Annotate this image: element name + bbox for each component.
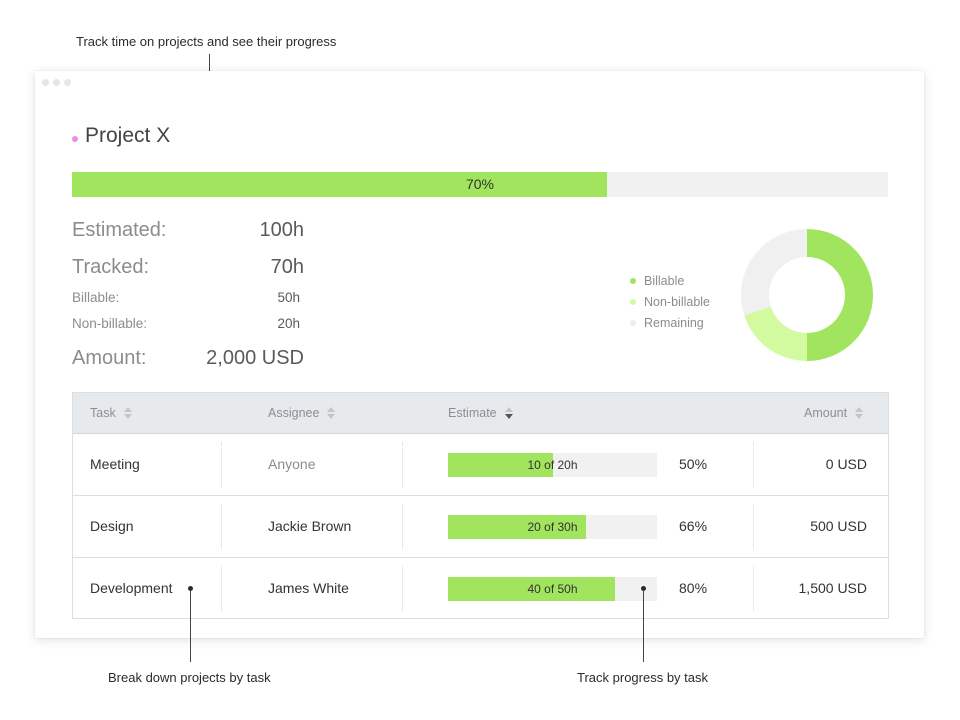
callout-left-line xyxy=(190,590,191,662)
assignee-name: Anyone xyxy=(268,456,316,472)
column-divider xyxy=(221,566,222,611)
assignee-name: James White xyxy=(268,580,349,596)
nonbillable-dot-icon xyxy=(630,299,636,305)
callout-right-line xyxy=(643,590,644,662)
amount-value: 2,000 USD xyxy=(206,347,304,369)
callout-bottom-right: Track progress by task xyxy=(577,670,709,685)
project-title: Project X xyxy=(85,124,171,147)
column-divider xyxy=(221,504,222,549)
column-divider xyxy=(402,504,403,549)
project-window: Project X 70% Estimated: 100h Tracked: 7… xyxy=(35,71,924,638)
project-progress-bar: 70% xyxy=(72,172,888,197)
billable-dot-icon xyxy=(630,278,636,284)
task-progress-bar: 20 of 30h xyxy=(448,515,657,539)
remaining-dot-icon xyxy=(630,320,636,326)
hours-donut-chart xyxy=(741,229,873,361)
task-amount: 0 USD xyxy=(825,456,867,472)
project-progress-label: 70% xyxy=(465,176,495,192)
task-name: Meeting xyxy=(90,456,140,472)
column-divider xyxy=(402,442,403,487)
legend-item-remaining: Remaining xyxy=(630,316,704,330)
project-color-dot xyxy=(72,136,78,142)
task-progress-bar: 10 of 20h xyxy=(448,453,657,477)
column-divider xyxy=(753,566,754,611)
task-amount: 1,500 USD xyxy=(798,580,867,596)
task-progress-label: 20 of 30h xyxy=(527,520,578,534)
task-progress-label: 10 of 20h xyxy=(527,458,578,472)
callout-left-dot xyxy=(188,586,193,591)
nonbillable-value: 20h xyxy=(277,316,300,331)
column-divider xyxy=(753,504,754,549)
callout-top: Track time on projects and see their pro… xyxy=(76,34,337,49)
billable-label: Billable: xyxy=(72,290,120,305)
tracked-label: Tracked: xyxy=(72,256,150,278)
donut-slice-remaining xyxy=(741,229,807,316)
task-name: Design xyxy=(90,518,134,534)
tracked-value: 70h xyxy=(270,256,304,278)
task-progress-fill xyxy=(448,577,616,601)
column-header-task-label: Task xyxy=(90,406,116,420)
sort-icon[interactable] xyxy=(855,407,864,419)
task-progress-fill xyxy=(448,453,553,477)
task-amount: 500 USD xyxy=(810,518,867,534)
column-header-estimate[interactable]: Estimate xyxy=(448,393,514,433)
task-percent: 66% xyxy=(679,518,708,534)
nonbillable-label: Non-billable: xyxy=(72,316,148,331)
task-percent: 50% xyxy=(679,456,708,472)
column-divider xyxy=(221,442,222,487)
table-header: Task Assignee Estimate Amount xyxy=(73,393,888,434)
column-header-assignee-label: Assignee xyxy=(268,406,320,420)
column-header-amount-label: Amount xyxy=(804,406,848,420)
legend-label-remaining: Remaining xyxy=(644,316,704,330)
table-row[interactable]: Meeting Anyone 10 of 20h 50% 0 USD xyxy=(73,434,888,496)
table-row[interactable]: Design Jackie Brown 20 of 30h 66% 500 US… xyxy=(73,496,888,558)
window-dot-minimize[interactable] xyxy=(53,79,60,86)
column-header-estimate-label: Estimate xyxy=(448,406,497,420)
estimated-label: Estimated: xyxy=(72,219,167,241)
task-progress-bar: 40 of 50h xyxy=(448,577,657,601)
billable-value: 50h xyxy=(277,290,300,305)
table-row[interactable]: Development James White 40 of 50h 80% 1,… xyxy=(73,558,888,619)
window-dot-maximize[interactable] xyxy=(64,79,71,86)
callout-right-dot xyxy=(641,586,646,591)
task-progress-label: 40 of 50h xyxy=(527,582,578,596)
sort-icon[interactable] xyxy=(327,407,336,419)
assignee-name: Jackie Brown xyxy=(268,518,352,534)
estimated-value: 100h xyxy=(259,219,305,241)
project-progress-fill xyxy=(72,172,608,197)
legend-item-nonbillable: Non-billable xyxy=(630,295,710,309)
column-header-assignee[interactable]: Assignee xyxy=(268,393,336,433)
column-header-amount[interactable]: Amount xyxy=(804,393,864,433)
task-percent: 80% xyxy=(679,580,708,596)
legend-label-nonbillable: Non-billable xyxy=(644,295,711,309)
legend-item-billable: Billable xyxy=(630,274,684,288)
column-divider xyxy=(402,566,403,611)
sort-descending-icon[interactable] xyxy=(504,407,514,419)
task-table: Task Assignee Estimate Amount Meeting An… xyxy=(72,392,889,619)
donut-slice-billable xyxy=(807,229,873,361)
task-name: Development xyxy=(90,580,173,596)
callout-bottom-left: Break down projects by task xyxy=(108,670,271,685)
column-header-task[interactable]: Task xyxy=(90,393,133,433)
task-progress-fill xyxy=(448,515,586,539)
amount-label: Amount: xyxy=(72,347,147,369)
sort-icon[interactable] xyxy=(123,407,133,419)
window-dot-close[interactable] xyxy=(42,79,49,86)
window-controls xyxy=(42,79,71,86)
column-divider xyxy=(753,442,754,487)
donut-slice-non-billable xyxy=(744,306,807,361)
legend-label-billable: Billable xyxy=(644,274,685,288)
